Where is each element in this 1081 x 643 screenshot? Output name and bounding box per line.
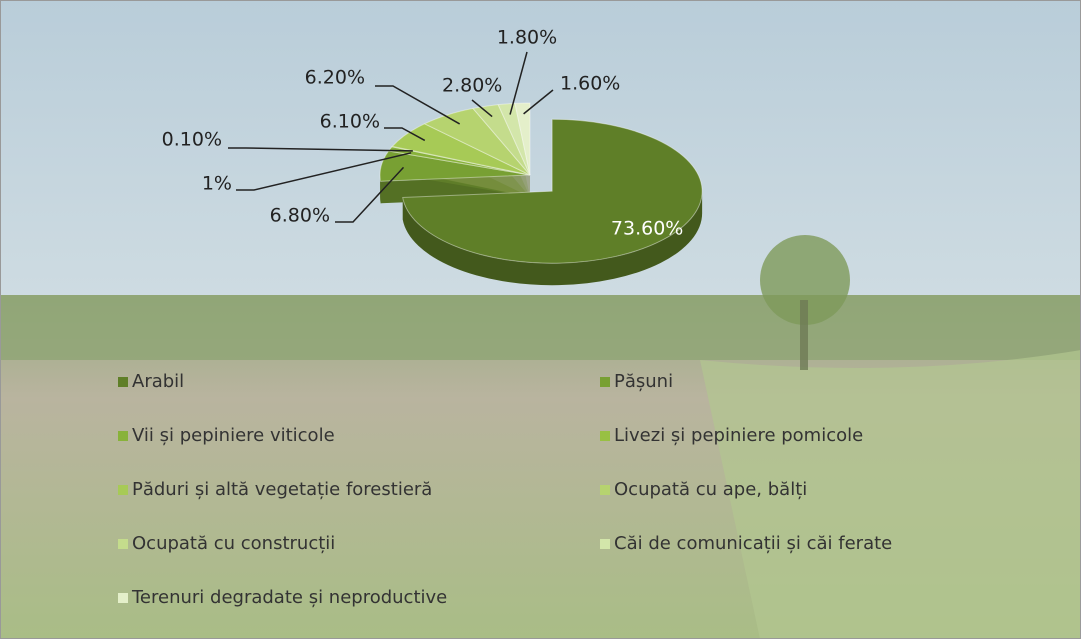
legend-label: Pășuni [614, 371, 673, 392]
chart: 73.60% 6.80% 1% 0.10% 6.10% 6.20% 2.80% 1.80% 1.… [0, 0, 1081, 639]
legend-label: Ocupată cu construcții [132, 533, 335, 554]
data-label: 1.60% [560, 73, 620, 95]
data-label: 1% [202, 173, 232, 195]
data-label: 1.80% [497, 27, 557, 49]
legend-label: Căi de comunicații și căi ferate [614, 533, 892, 554]
legend-label: Livezi și pepiniere pomicole [614, 425, 863, 446]
legend-swatch [600, 539, 610, 549]
data-label: 6.20% [305, 67, 365, 89]
legend-swatch [118, 431, 128, 441]
legend-label: Terenuri degradate și neproductive [131, 587, 447, 608]
legend-swatch [600, 431, 610, 441]
legend-swatch [118, 593, 128, 603]
legend-swatch [118, 377, 128, 387]
data-label: 6.80% [270, 205, 330, 227]
legend-label: Arabil [132, 371, 184, 392]
legend-label: Ocupată cu ape, bălți [614, 479, 807, 500]
legend-label: Păduri și altă vegetație forestieră [132, 479, 432, 500]
data-label: 2.80% [442, 75, 502, 97]
legend-label: Vii și pepiniere viticole [132, 425, 335, 446]
data-label: 6.10% [320, 111, 380, 133]
legend-swatch [118, 485, 128, 495]
data-label: 73.60% [611, 218, 683, 240]
legend-swatch [118, 539, 128, 549]
legend-swatch [600, 377, 610, 387]
legend-swatch [600, 485, 610, 495]
data-label: 0.10% [162, 129, 222, 151]
